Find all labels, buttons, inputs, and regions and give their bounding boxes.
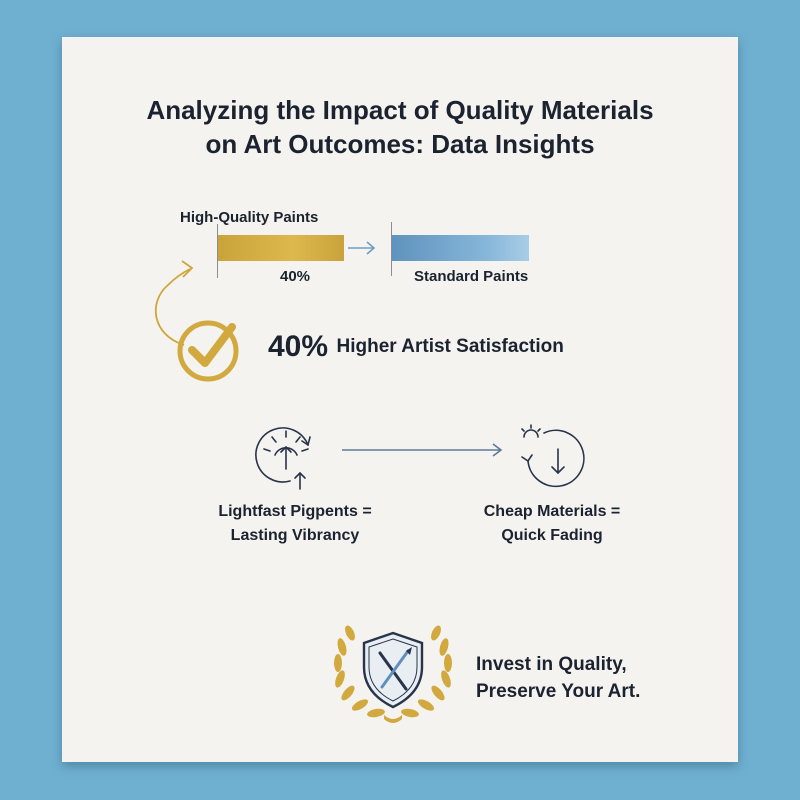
sun-arrow-down-cycle-icon	[521, 424, 585, 488]
cheap-caption-line-1: Cheap Materials =	[483, 503, 621, 520]
standard-bar	[392, 235, 529, 261]
cheap-caption-line-2: Quick Fading	[501, 527, 603, 544]
title-line-1: Analyzing the Impact of Quality Material…	[146, 95, 654, 125]
lightfast-caption-line-2: Lasting Vibrancy	[230, 527, 360, 544]
comparison-arrow-icon	[348, 241, 376, 255]
laurel-shield-brush-icon	[334, 625, 452, 723]
high-quality-value: 40%	[280, 268, 311, 285]
cheap-caption: Cheap Materials = Quick Fading	[442, 500, 662, 548]
standard-label: Standard Paints	[414, 268, 529, 285]
lightfast-caption: Lightfast Pigpents = Lasting Vibrancy	[185, 500, 405, 548]
curved-arrow-icon	[154, 260, 194, 346]
infographic-card: Analyzing the Impact of Quality Material…	[62, 37, 738, 762]
satisfaction-text: Higher Artist Satisfaction	[336, 336, 564, 357]
satisfaction-stat: 40% Higher Artist Satisfaction	[268, 330, 564, 364]
motto: Invest in Quality, Preserve Your Art.	[476, 651, 640, 705]
fading-arrow-icon	[342, 443, 503, 457]
satisfaction-value: 40%	[268, 330, 329, 363]
sun-arrow-up-cycle-icon	[255, 427, 311, 490]
standard-axis	[391, 222, 392, 276]
high-quality-bar	[218, 235, 344, 261]
title-line-2: on Art Outcomes: Data Insights	[205, 129, 595, 159]
high-quality-label: High-Quality Paints	[180, 209, 319, 226]
page-title: Analyzing the Impact of Quality Material…	[62, 93, 738, 161]
motto-line-1: Invest in Quality,	[476, 654, 627, 675]
checkmark-circle-icon	[177, 320, 239, 382]
high-quality-axis	[217, 224, 218, 278]
motto-line-2: Preserve Your Art.	[476, 681, 641, 702]
lightfast-caption-line-1: Lightfast Pigpents =	[218, 503, 372, 520]
